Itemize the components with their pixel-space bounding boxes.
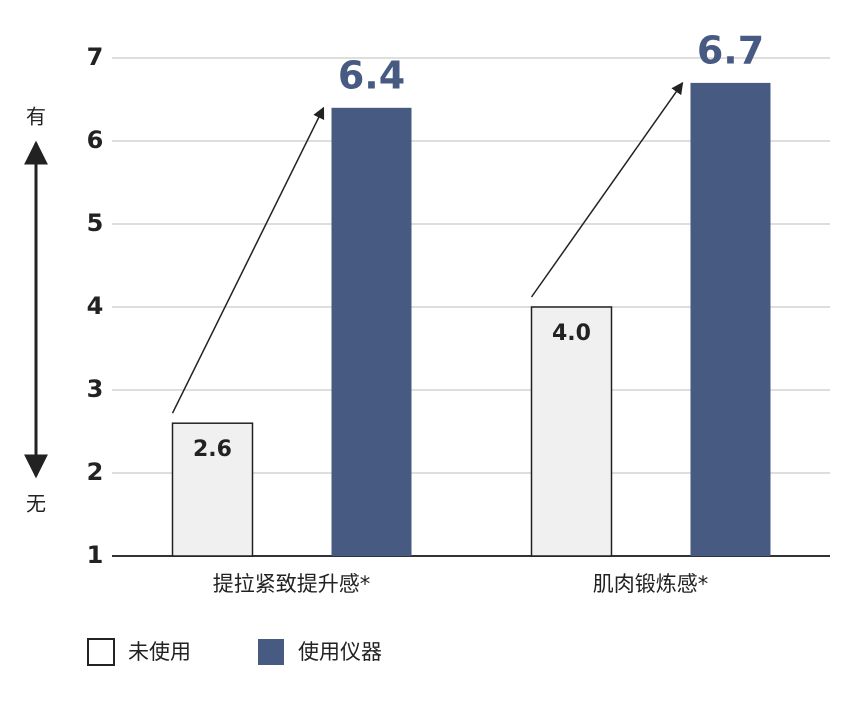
y-tick-label: 3: [87, 375, 104, 403]
axis-bottom-label: 无: [26, 492, 46, 516]
axis-top-label: 有: [26, 105, 46, 129]
y-tick-label: 5: [87, 209, 104, 237]
value-label: 6.4: [338, 53, 405, 97]
trend-arrow: [171, 106, 325, 414]
bar: [171, 422, 254, 557]
legend-swatch: [87, 638, 115, 666]
value-label: 6.7: [697, 28, 764, 72]
value-label: 4.0: [552, 321, 591, 346]
y-tick-label: 2: [87, 458, 104, 486]
y-tick-label: 6: [87, 126, 104, 154]
value-label: 2.6: [193, 437, 232, 462]
bar: [331, 107, 412, 557]
y-tick-label: 4: [87, 292, 104, 320]
bar: [530, 306, 613, 557]
x-tick-label: 肌肉锻炼感*: [593, 572, 709, 596]
legend-swatch: [258, 639, 284, 665]
y-tick-label: 1: [87, 541, 104, 569]
trend-arrow: [530, 81, 684, 298]
bar: [690, 82, 771, 557]
legend-label: 使用仪器: [298, 640, 382, 664]
x-tick-label: 提拉紧致提升感*: [213, 572, 371, 596]
legend-label: 未使用: [128, 640, 191, 664]
y-tick-label: 7: [87, 43, 104, 71]
